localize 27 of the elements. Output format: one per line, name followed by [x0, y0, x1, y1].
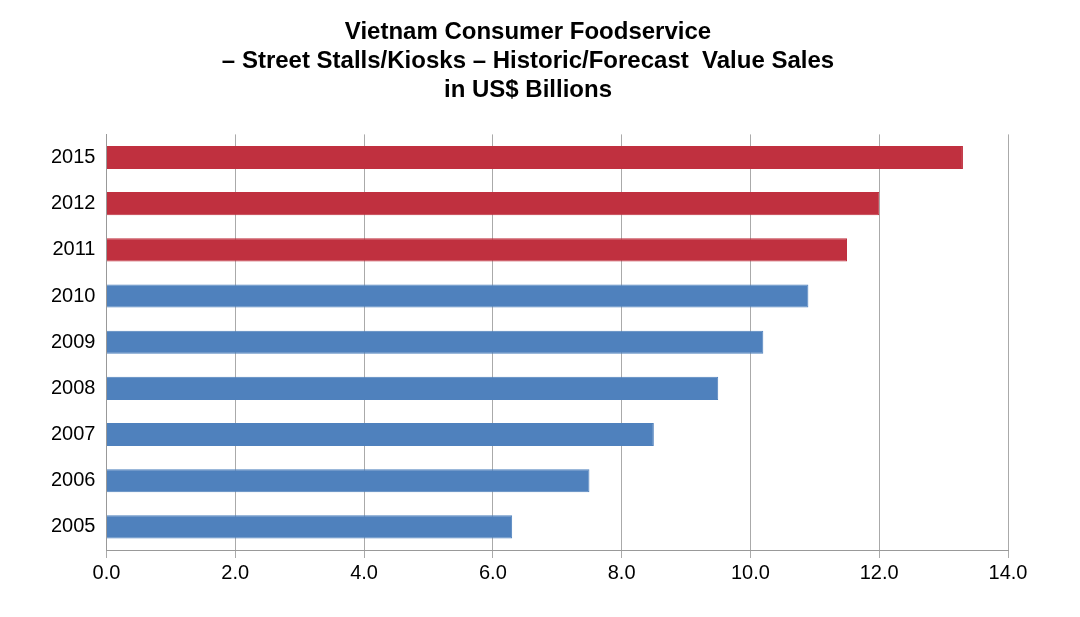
bar [106, 284, 809, 308]
y-tick-label: 2007 [50, 422, 96, 445]
bar [106, 423, 654, 447]
x-tick-label: 2.0 [221, 560, 250, 583]
bar [106, 469, 590, 493]
bar [106, 145, 963, 170]
x-tick-label: 8.0 [607, 560, 636, 583]
x-tick-label: 14.0 [988, 560, 1028, 583]
bar [106, 330, 764, 354]
x-tick-label: 6.0 [478, 560, 507, 583]
bar [106, 192, 880, 216]
bar [106, 238, 848, 262]
y-tick-label: 2015 [50, 145, 96, 167]
y-tick-label: 2010 [50, 283, 96, 306]
bar [106, 515, 513, 539]
y-tick-label: 2011 [52, 237, 96, 260]
y-tick-label: 2012 [50, 191, 96, 214]
chart-title: Vietnam Consumer Foodservice – Street Stalls/Kiosks – Historic/Forecast Value Sales in US$ Billions [221, 17, 835, 102]
y-tick-label: 2005 [50, 514, 96, 537]
y-tick-label: 2009 [50, 329, 96, 352]
x-tick-label: 10.0 [730, 560, 770, 583]
x-tick-label: 4.0 [350, 560, 378, 583]
x-tick-label: 0.0 [92, 560, 121, 583]
x-tick-label: 12.0 [859, 560, 899, 583]
bar [106, 376, 719, 400]
y-tick-label: 2006 [50, 468, 96, 491]
y-tick-label: 2008 [50, 375, 96, 398]
